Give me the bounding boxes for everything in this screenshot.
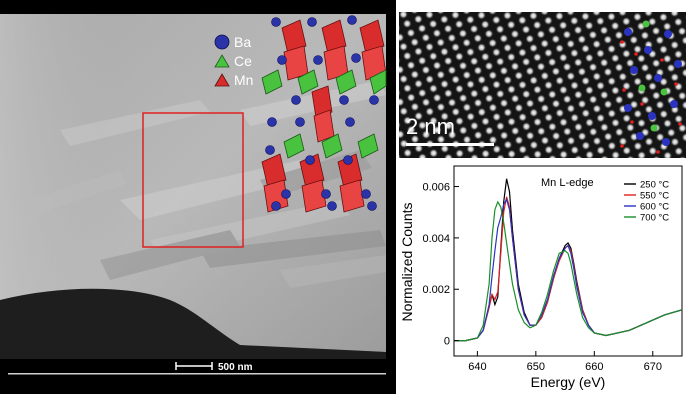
lattice-scale-bar [406,143,494,146]
scale-bar-label: 500 nm [218,362,253,373]
region-of-interest-box [142,112,244,248]
info-bar-line [8,373,386,375]
y-axis-label: Normalized Counts [399,202,415,321]
mn-legend-icon [214,73,230,87]
legend-label-ba: Ba [234,34,251,50]
lattice-model-overlay [620,20,682,154]
eels-chart: 640 650 660 670 0 0.002 0.004 0.006 Mn L-edge 2… [399,165,683,390]
legend-label-3: 700 °C [640,213,669,224]
y-tick-label: 0 [444,336,450,348]
y-tick-label: 0.002 [422,284,450,296]
lattice-scale-label: 2 nm [406,114,455,139]
eels-spectrum-panel: 640 650 660 670 0 0.002 0.004 0.006 Mn L-edge 2… [396,158,686,394]
series-layer [454,178,683,342]
legend-label-mn: Mn [234,72,253,88]
ba-legend-icon [214,34,230,50]
crystal-structure-model [261,15,387,213]
x-tick-label: 670 [644,361,662,373]
legend-label-0: 250 °C [640,180,669,191]
legend-label-ce: Ce [234,53,252,69]
y-tick-label: 0.004 [422,233,450,245]
x-tick-label: 640 [468,361,486,373]
legend-label-1: 550 °C [640,191,669,202]
chart-title: Mn L-edge [541,177,594,189]
atomic-lattice-image: 2 nm [396,12,686,158]
dark-substrate-region [0,288,386,359]
series-line-3 [454,200,683,342]
x-axis-label: Energy (eV) [531,374,606,390]
x-tick-label: 650 [527,361,545,373]
scale-bar-500nm: 500 nm [175,362,253,373]
atomic-resolution-panel: 2 nm [396,12,686,158]
element-legend: Ba Ce Mn [214,34,253,88]
x-tick-label: 660 [585,361,603,373]
legend-label-2: 600 °C [640,202,669,213]
tem-micrograph: 500 nm Ba Ce Mn [0,14,387,375]
tick-layer: 640 650 660 670 0 0.002 0.004 0.006 [422,182,661,373]
tem-micrograph-panel: 500 nm Ba Ce Mn [0,0,396,394]
y-tick-label: 0.006 [422,182,450,194]
ce-legend-icon [214,54,230,68]
